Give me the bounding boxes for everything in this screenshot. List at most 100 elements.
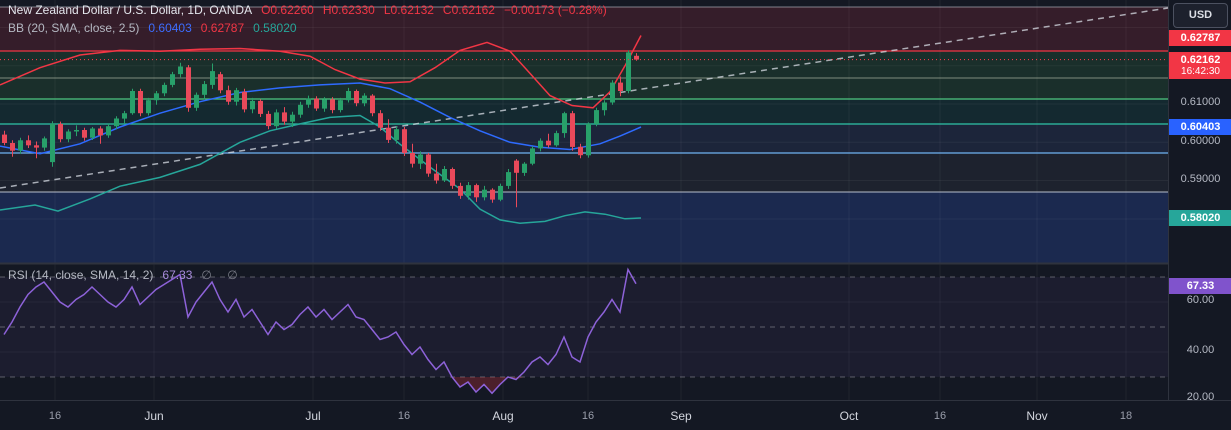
symbol-title[interactable]: New Zealand Dollar / U.S. Dollar, 1D, OA… <box>8 3 253 17</box>
symbol-legend[interactable]: New Zealand Dollar / U.S. Dollar, 1D, OA… <box>8 3 616 17</box>
candle <box>114 118 119 127</box>
candle <box>82 130 87 138</box>
candle <box>162 84 167 94</box>
candle <box>26 140 31 146</box>
candle <box>266 113 271 127</box>
price-zone <box>0 124 1168 153</box>
candle <box>226 90 231 102</box>
change-value: −0.00173 (−0.28%) <box>503 3 607 17</box>
bb-indicator-title[interactable]: BB (20, SMA, close, 2.5) <box>8 21 140 35</box>
candle <box>170 74 175 85</box>
price-zone <box>0 99 1168 124</box>
time-tick-label[interactable]: 16 <box>48 410 62 422</box>
candle <box>202 84 207 95</box>
candle <box>346 91 351 101</box>
last-price-axis-label: 0.62162 16:42:30 <box>1169 52 1231 79</box>
candle <box>122 113 127 119</box>
axis-tick-label: 0.61000 <box>1180 96 1221 108</box>
bb-legend[interactable]: BB (20, SMA, close, 2.5) 0.60403 0.62787 0.… <box>8 21 306 35</box>
bb-upper-line <box>0 35 642 109</box>
price-zone <box>0 192 1168 263</box>
bb-basis-axis-label: 0.60403 <box>1169 119 1231 135</box>
candle <box>410 153 415 164</box>
candle <box>338 100 343 111</box>
candle <box>322 99 327 109</box>
time-tick-label[interactable]: 16 <box>397 410 411 422</box>
bb-lower-axis-label: 0.58020 <box>1169 210 1231 226</box>
time-tick-label[interactable]: 16 <box>581 410 595 422</box>
rsi-indicator-title[interactable]: RSI (14, close, SMA, 14, 2) <box>8 268 154 282</box>
candle <box>186 67 191 108</box>
candle <box>586 123 591 156</box>
candle <box>298 104 303 115</box>
candle <box>402 129 407 153</box>
time-tick-label[interactable]: Sep <box>670 409 692 423</box>
chart-area[interactable]: New Zealand Dollar / U.S. Dollar, 1D, OA… <box>0 0 1168 400</box>
axis-tick-label: 20.00 <box>1186 391 1215 403</box>
candle <box>474 185 479 198</box>
candle <box>354 91 359 104</box>
candle <box>210 71 215 85</box>
candle <box>594 110 599 124</box>
price-axis[interactable]: USD 0.62787 0.62162 16:42:30 0.60403 0.5… <box>1168 0 1231 403</box>
candle <box>146 100 151 114</box>
candle <box>2 134 7 143</box>
candle <box>546 140 551 146</box>
rsi-oversold-fill <box>4 377 636 394</box>
time-axis[interactable]: 16 Jun Jul 16 Aug 16 Sep Oct 16 Nov 18 <box>0 400 1231 430</box>
candle <box>442 169 447 181</box>
candle <box>282 112 287 122</box>
close-value: C0.62162 <box>442 3 495 17</box>
candles-layer[interactable] <box>2 50 639 208</box>
candle <box>138 91 143 114</box>
candle <box>418 154 423 164</box>
candle <box>10 143 15 151</box>
candle <box>274 112 279 127</box>
bb-upper-value: 0.62787 <box>200 21 245 35</box>
trendline <box>0 7 1168 189</box>
time-tick-label[interactable]: Nov <box>1026 409 1048 423</box>
candle <box>290 114 295 122</box>
rsi-axis-label: 67.33 <box>1169 278 1231 294</box>
candle <box>34 145 39 148</box>
candle <box>130 91 135 114</box>
candle <box>394 129 399 140</box>
candle <box>386 127 391 140</box>
candle <box>234 90 239 102</box>
rsi-legend[interactable]: RSI (14, close, SMA, 14, 2) 67.33 ∅ ∅ <box>8 268 253 282</box>
currency-button[interactable]: USD <box>1173 3 1228 28</box>
axis-tick-label: 0.59000 <box>1180 173 1221 185</box>
candle <box>50 123 55 163</box>
candle <box>362 95 367 104</box>
candle <box>570 113 575 147</box>
axis-tick-label: 0.60000 <box>1180 135 1221 147</box>
candle <box>498 185 503 200</box>
candle <box>562 113 567 134</box>
candle <box>98 128 103 136</box>
low-value: L0.62132 <box>383 3 434 17</box>
time-tick-label[interactable]: Aug <box>492 409 514 423</box>
candle <box>482 189 487 198</box>
candle <box>42 138 47 148</box>
candle <box>514 160 519 173</box>
time-tick-label[interactable]: Jun <box>144 409 164 423</box>
candle <box>506 172 511 186</box>
candle <box>154 93 159 101</box>
time-tick-label[interactable]: 16 <box>933 410 947 422</box>
candle <box>610 82 615 103</box>
candle <box>578 146 583 156</box>
candle <box>370 95 375 114</box>
axis-tick-label: 40.00 <box>1186 344 1215 356</box>
candle <box>618 82 623 91</box>
time-tick-label[interactable]: Oct <box>839 409 859 423</box>
candle <box>314 98 319 109</box>
candle <box>490 189 495 200</box>
bb-basis-value: 0.60403 <box>148 21 192 35</box>
time-tick-label[interactable]: 18 <box>1119 410 1133 422</box>
chart-canvas[interactable] <box>0 0 1168 400</box>
candle <box>74 130 79 132</box>
candle <box>194 94 199 108</box>
candle <box>378 113 383 128</box>
time-tick-label[interactable]: Jul <box>305 409 321 423</box>
